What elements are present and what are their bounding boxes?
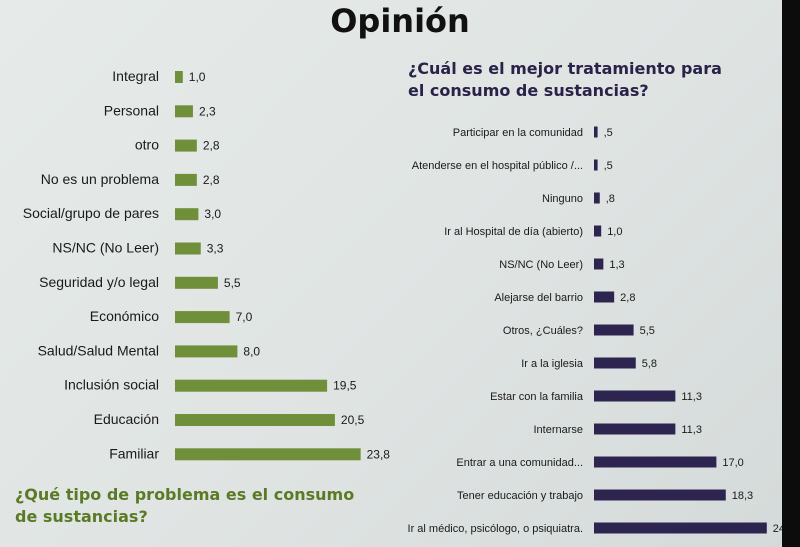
bar xyxy=(175,139,197,152)
category-label: Seguridad y/o legal xyxy=(39,274,159,290)
value-label: 11,3 xyxy=(681,391,702,403)
value-label: 1,0 xyxy=(607,226,622,238)
category-label: No es un problema xyxy=(41,171,160,187)
slide-title: Opinión xyxy=(330,2,470,40)
bar xyxy=(175,173,197,186)
value-label: 11,3 xyxy=(681,424,702,436)
value-label: 20,5 xyxy=(341,413,365,427)
value-label: 8,0 xyxy=(243,344,260,358)
category-label: Familiar xyxy=(109,445,159,461)
value-label: 5,5 xyxy=(640,325,655,337)
category-label: Estar con la familia xyxy=(490,391,584,403)
value-label: 5,8 xyxy=(642,358,657,370)
value-label: 1,3 xyxy=(609,259,624,271)
value-label: 7,0 xyxy=(236,310,253,324)
problem-type-chart: Integral 1,0 Personal 2,3 otro 2,8 No es un pr… xyxy=(23,68,391,461)
bar xyxy=(175,448,361,461)
bar xyxy=(594,225,602,237)
category-label: Ir a la iglesia xyxy=(521,358,584,370)
category-label: Atenderse en el hospital público /... xyxy=(412,160,583,172)
value-label: 18,3 xyxy=(732,490,753,502)
bar xyxy=(594,456,717,468)
bar xyxy=(175,276,218,289)
bar xyxy=(175,105,193,118)
bar xyxy=(175,311,230,324)
bar xyxy=(594,291,615,303)
category-label: Participar en la comunidad xyxy=(453,127,583,139)
category-label: Inclusión social xyxy=(64,377,159,393)
value-label: 19,5 xyxy=(333,379,357,393)
value-label: ,5 xyxy=(604,127,613,139)
category-label: Alejarse del barrio xyxy=(494,292,583,304)
category-label: Integral xyxy=(112,68,159,84)
category-label: NS/NC (No Leer) xyxy=(52,240,159,256)
value-label: 3,3 xyxy=(207,242,224,256)
bar xyxy=(175,379,328,392)
category-label: Salud/Salud Mental xyxy=(38,342,159,358)
bar xyxy=(594,522,767,534)
value-label: ,8 xyxy=(606,193,615,205)
category-label: NS/NC (No Leer) xyxy=(499,259,583,271)
value-label: 2,3 xyxy=(199,104,216,118)
category-label: Económico xyxy=(90,308,159,324)
bar xyxy=(594,390,676,402)
category-label: Educación xyxy=(94,411,159,427)
right-chart-question: ¿Cuál es el mejor tratamiento para el co… xyxy=(408,59,722,100)
category-label: Personal xyxy=(104,102,159,118)
bar xyxy=(594,159,598,171)
category-label: Entrar a una comunidad... xyxy=(456,457,583,469)
category-label: Ir al médico, psicólogo, o psiquiatra. xyxy=(408,523,583,535)
value-label: 1,0 xyxy=(189,70,206,84)
category-label: Ir al Hospital de día (abierto) xyxy=(444,226,583,238)
left-chart-question: ¿Qué tipo de problema es el consumo de s… xyxy=(15,485,355,526)
bar xyxy=(175,345,238,358)
bar xyxy=(175,208,199,221)
value-label: 2,8 xyxy=(203,173,220,187)
category-label: Ninguno xyxy=(542,193,583,205)
value-label: 2,8 xyxy=(203,139,220,153)
bar xyxy=(594,324,634,336)
value-label: 17,0 xyxy=(722,457,743,469)
bar xyxy=(594,192,600,204)
bar xyxy=(594,423,676,435)
bar xyxy=(594,258,604,270)
bar xyxy=(594,357,636,369)
bar xyxy=(594,126,598,138)
category-label: Social/grupo de pares xyxy=(23,205,159,221)
value-label: 5,5 xyxy=(224,276,241,290)
bar xyxy=(175,242,201,255)
value-label: 2,8 xyxy=(620,292,635,304)
category-label: Tener educación y trabajo xyxy=(457,490,583,502)
category-label: Internarse xyxy=(533,424,583,436)
value-label: 23,8 xyxy=(367,447,391,461)
value-label: ,5 xyxy=(604,160,613,172)
category-label: otro xyxy=(135,137,159,153)
category-label: Otros, ¿Cuáles? xyxy=(503,325,583,337)
bar xyxy=(594,489,726,501)
value-label: 3,0 xyxy=(204,207,221,221)
bar xyxy=(175,71,183,83)
screen-edge xyxy=(782,0,800,547)
bar xyxy=(175,414,335,426)
